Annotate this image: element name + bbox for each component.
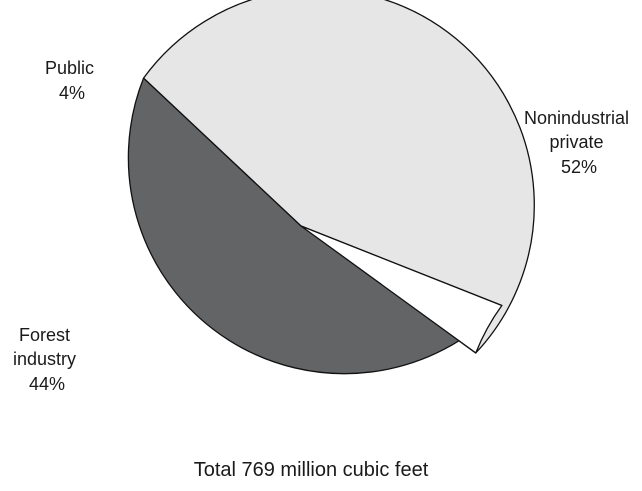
chart-caption: Total 769 million cubic feet [194, 459, 429, 481]
label-forest-industry: Forest industry 44% [13, 325, 81, 394]
label-public-line1: Public [45, 58, 94, 78]
pie-slices [127, 0, 535, 375]
slice-nonindustrial-private [142, 0, 535, 354]
label-forest-industry-line1: Forest [19, 325, 70, 345]
label-nonindustrial-private-line1: Nonindustrial [524, 108, 629, 128]
label-nonindustrial-private-percent: 52% [561, 157, 597, 177]
label-nonindustrial-private-line2: private [549, 132, 603, 152]
label-forest-industry-percent: 44% [29, 374, 65, 394]
slice-public [300, 225, 503, 354]
label-public: Public 4% [45, 58, 99, 103]
label-public-percent: 4% [59, 83, 85, 103]
label-nonindustrial-private: Nonindustrial private 52% [524, 108, 634, 177]
label-forest-industry-line2: industry [13, 349, 76, 369]
